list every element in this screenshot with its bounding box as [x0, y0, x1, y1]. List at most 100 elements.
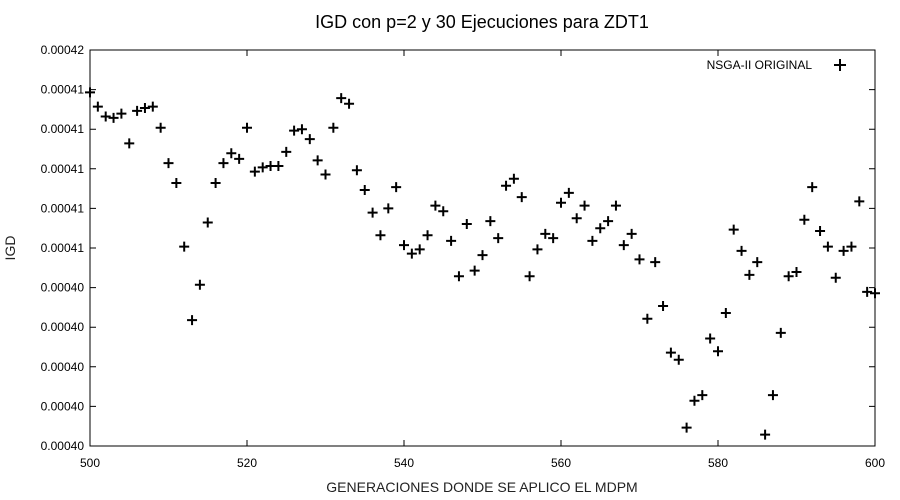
data-point — [705, 333, 716, 344]
data-point — [673, 354, 684, 365]
data-point — [760, 429, 771, 440]
data-point — [132, 105, 143, 116]
data-point — [610, 200, 621, 211]
data-point — [485, 216, 496, 227]
y-tick-label: 0.00040 — [41, 281, 85, 295]
data-point — [634, 254, 645, 265]
data-point — [289, 125, 300, 136]
x-tick-label: 540 — [394, 456, 414, 470]
data-point — [108, 112, 119, 123]
data-point — [446, 235, 457, 246]
y-tick-label: 0.00040 — [41, 399, 85, 413]
data-point — [713, 346, 723, 357]
data-point — [681, 422, 692, 433]
data-point — [139, 102, 150, 113]
data-point — [344, 98, 355, 109]
data-point — [626, 228, 637, 239]
y-tick-label: 0.00042 — [41, 43, 85, 57]
data-point — [799, 214, 810, 225]
data-point — [100, 111, 111, 122]
y-tick-label: 0.00041 — [41, 201, 85, 215]
data-point — [147, 101, 158, 112]
data-point — [179, 241, 190, 252]
x-tick-label: 560 — [551, 456, 571, 470]
data-point — [249, 166, 260, 177]
data-point — [501, 180, 512, 191]
y-tick-label: 0.00041 — [41, 83, 85, 97]
data-point — [116, 108, 127, 119]
data-point — [783, 271, 794, 282]
data-point — [430, 200, 441, 211]
legend-marker — [834, 59, 846, 71]
data-point — [548, 233, 559, 244]
data-point — [752, 257, 763, 268]
data-point — [391, 182, 402, 193]
data-point — [587, 235, 598, 246]
data-point — [202, 217, 213, 228]
plot-frame — [89, 49, 876, 447]
data-point — [689, 395, 700, 406]
data-point — [697, 390, 708, 401]
data-point — [399, 240, 409, 251]
data-point — [406, 248, 417, 259]
data-point — [163, 158, 174, 169]
y-tick-label: 0.00040 — [41, 320, 85, 334]
data-points — [85, 87, 880, 440]
data-point — [728, 224, 739, 235]
data-point — [665, 347, 676, 358]
x-tick-label: 580 — [708, 456, 728, 470]
data-point — [556, 197, 566, 208]
data-point — [92, 101, 103, 112]
y-tick-label: 0.00041 — [41, 122, 85, 136]
data-point — [312, 155, 323, 166]
data-point — [838, 245, 849, 256]
data-point — [171, 177, 182, 188]
data-point — [242, 122, 252, 133]
data-point — [187, 315, 198, 326]
data-point — [304, 134, 315, 145]
data-point — [830, 272, 841, 283]
data-point — [281, 146, 292, 157]
data-point — [595, 223, 606, 234]
data-point — [736, 245, 747, 256]
x-tick-label: 500 — [80, 456, 100, 470]
data-point — [257, 162, 268, 173]
data-point — [642, 313, 653, 324]
data-point — [155, 122, 166, 133]
data-point — [791, 267, 802, 278]
data-point — [453, 271, 464, 282]
data-point — [367, 207, 378, 218]
data-point — [469, 265, 480, 276]
data-point — [720, 308, 731, 319]
data-point — [218, 158, 229, 169]
data-point — [85, 87, 95, 98]
data-point — [414, 244, 425, 255]
data-point — [744, 269, 755, 280]
data-point — [477, 250, 488, 261]
data-point — [618, 240, 629, 251]
legend: NSGA-II ORIGINAL — [707, 58, 846, 72]
data-point — [383, 203, 394, 214]
data-point — [870, 288, 880, 299]
chart-title: IGD con p=2 y 30 Ejecuciones para ZDT1 — [315, 12, 649, 32]
data-point — [822, 241, 833, 252]
data-point — [461, 218, 472, 229]
data-point — [603, 216, 614, 227]
axis-ticks: 500 520 540 560 580 600 0.00040 0.00040 0.00040 0… — [41, 43, 886, 470]
data-point — [493, 233, 504, 244]
data-point — [846, 241, 857, 252]
data-point — [359, 185, 370, 196]
data-point — [775, 327, 786, 338]
y-tick-label: 0.00040 — [41, 360, 85, 374]
data-point — [571, 213, 582, 224]
y-tick-label: 0.00041 — [41, 162, 85, 176]
data-point — [438, 206, 449, 217]
data-point — [328, 122, 339, 133]
data-point — [854, 196, 865, 207]
data-point — [320, 169, 331, 180]
y-tick-label: 0.00041 — [41, 241, 85, 255]
data-point — [296, 124, 307, 135]
legend-label: NSGA-II ORIGINAL — [707, 58, 813, 72]
data-point — [532, 244, 543, 255]
data-point — [807, 182, 818, 193]
